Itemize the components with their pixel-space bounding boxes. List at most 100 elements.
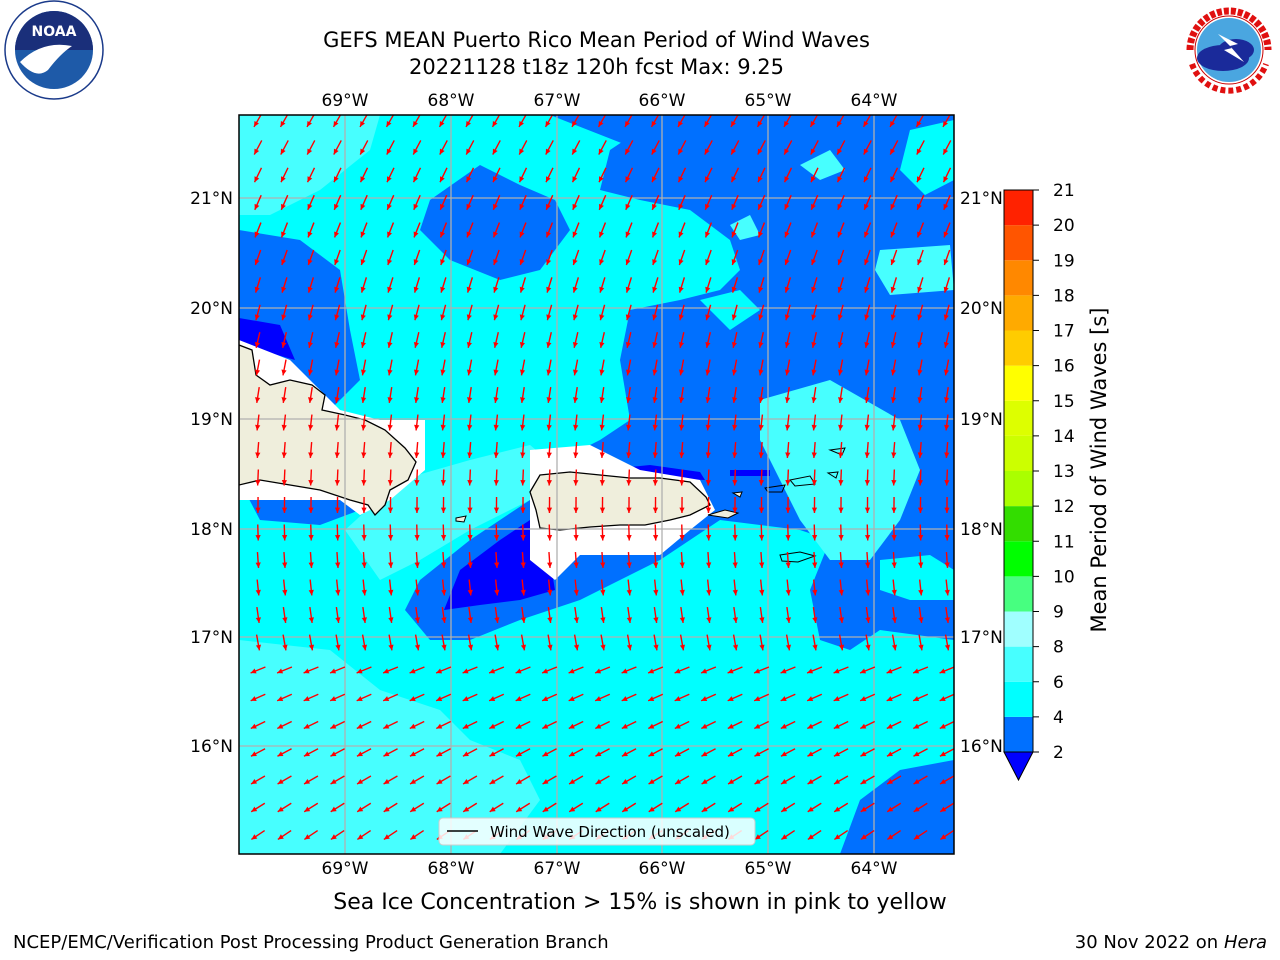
wind-wave-arrowhead (626, 644, 633, 651)
wind-wave-arrowhead (758, 424, 764, 431)
wind-wave-arrowhead (383, 723, 390, 729)
wind-wave-arrowhead (515, 723, 522, 729)
wind-wave-arrowhead (330, 668, 337, 674)
wind-wave-arrowhead (466, 148, 472, 155)
wind-wave-arrowhead (308, 397, 314, 403)
wind-wave-arrowhead (754, 806, 761, 812)
wind-wave-arrowhead (864, 314, 870, 321)
wind-wave-arrowhead (621, 668, 628, 674)
wind-wave-arrowhead (361, 617, 367, 623)
wind-wave-arrowhead (917, 535, 924, 541)
wind-wave-arrowhead (625, 369, 632, 376)
wind-wave-arrowhead (546, 231, 551, 238)
wind-wave-arrowhead (732, 397, 738, 403)
wind-wave-arrowhead (731, 176, 737, 183)
wind-wave-arrowhead (572, 341, 578, 348)
wind-wave-arrowhead (944, 535, 950, 541)
wind-wave-arrowhead (387, 507, 394, 513)
wind-wave-arrowhead (308, 617, 314, 623)
wind-wave-arrowhead (838, 589, 844, 596)
wind-wave-arrowhead (784, 286, 790, 293)
wind-wave-arrowhead (307, 148, 313, 155)
wind-wave-arrowhead (387, 452, 393, 458)
wind-wave-arrowhead (731, 148, 737, 155)
wind-wave-arrowhead (678, 148, 684, 155)
wind-wave-arrowhead (568, 668, 575, 674)
wind-wave-arrowhead (811, 231, 816, 238)
wind-wave-arrowhead (648, 751, 655, 757)
wind-wave-arrowhead (652, 507, 659, 513)
wind-wave-arrowhead (759, 562, 765, 568)
wind-wave-arrowhead (440, 286, 446, 293)
wind-wave-arrowhead (625, 286, 631, 293)
wind-wave-direction-arrows (250, 115, 954, 841)
wind-wave-arrowhead (414, 535, 420, 541)
wind-wave-arrowhead (542, 806, 549, 812)
wind-wave-arrowhead (913, 806, 920, 812)
wind-wave-arrowhead (917, 452, 923, 458)
wind-wave-arrowhead (281, 479, 287, 486)
wind-wave-arrowhead (519, 369, 526, 376)
wind-wave-arrowhead (330, 806, 337, 812)
wind-wave-arrowhead (277, 723, 284, 729)
period-band-6-8-patch-b (730, 215, 760, 240)
wind-wave-arrowhead (679, 452, 685, 458)
wind-wave-arrowhead (652, 286, 658, 293)
hispaniola-coast (239, 344, 417, 517)
wind-wave-arrowhead (626, 424, 632, 431)
wind-wave-arrowhead (731, 314, 737, 321)
wind-wave-arrowhead (308, 562, 314, 568)
wind-wave-arrowhead (493, 176, 498, 183)
wind-wave-arrowhead (413, 231, 419, 238)
wind-wave-arrowhead (414, 479, 420, 486)
wind-wave-arrowhead (489, 751, 496, 757)
wind-wave-arrowhead (330, 723, 337, 729)
wind-wave-arrowhead (865, 617, 871, 623)
wind-wave-arrowhead (864, 176, 869, 183)
wind-wave-arrowhead (891, 644, 898, 651)
wind-wave-arrowhead (493, 452, 499, 458)
wind-wave-arrowhead (653, 589, 659, 596)
wind-wave-arrowhead (785, 397, 791, 403)
colorbar-tick-label: 4 (1053, 708, 1064, 728)
wind-wave-arrowhead (918, 617, 924, 623)
wind-wave-arrowhead (546, 397, 552, 403)
wind-wave-arrowhead (648, 779, 655, 784)
period-band-6-8-virgin-islands (760, 380, 920, 560)
wind-wave-arrowhead (807, 696, 814, 701)
wind-wave-arrowhead (277, 779, 284, 784)
wind-wave-arrowhead (467, 397, 473, 403)
wind-wave-arrowhead (334, 314, 340, 321)
wind-wave-arrowhead (542, 723, 549, 729)
wind-wave-arrowhead (864, 452, 870, 458)
wind-wave-arrowhead (944, 452, 950, 458)
wind-wave-arrowhead (357, 779, 364, 784)
wind-wave-arrowhead (414, 424, 420, 431)
wind-wave-arrowhead (595, 696, 602, 701)
wind-wave-arrowhead (705, 397, 711, 403)
wind-wave-arrowhead (572, 120, 577, 127)
wind-wave-arrowhead (837, 176, 843, 183)
wind-wave-arrowhead (757, 120, 763, 127)
wind-wave-arrowhead (573, 452, 579, 458)
wind-wave-arrowhead (674, 723, 681, 729)
wind-wave-arrowhead (944, 562, 950, 568)
wind-wave-arrowhead (860, 696, 867, 701)
wind-wave-arrowhead (838, 397, 844, 403)
wind-wave-arrowhead (625, 203, 631, 210)
wind-wave-arrowhead (545, 120, 551, 127)
wind-wave-arrowhead (303, 751, 310, 757)
wind-wave-arrowhead (864, 203, 869, 210)
wind-wave-arrowhead (281, 176, 286, 183)
wind-wave-arrowhead (308, 479, 314, 486)
wind-wave-arrowhead (334, 231, 339, 238)
wind-wave-arrowhead (388, 562, 394, 568)
wind-wave-arrowhead (913, 696, 920, 701)
wind-wave-arrowhead (864, 286, 870, 293)
wind-wave-arrowhead (811, 424, 817, 431)
wind-wave-arrowhead (784, 120, 789, 127)
wind-wave-arrowhead (913, 668, 920, 674)
wind-wave-arrowhead (519, 120, 524, 127)
wind-wave-arrowhead (917, 507, 924, 513)
